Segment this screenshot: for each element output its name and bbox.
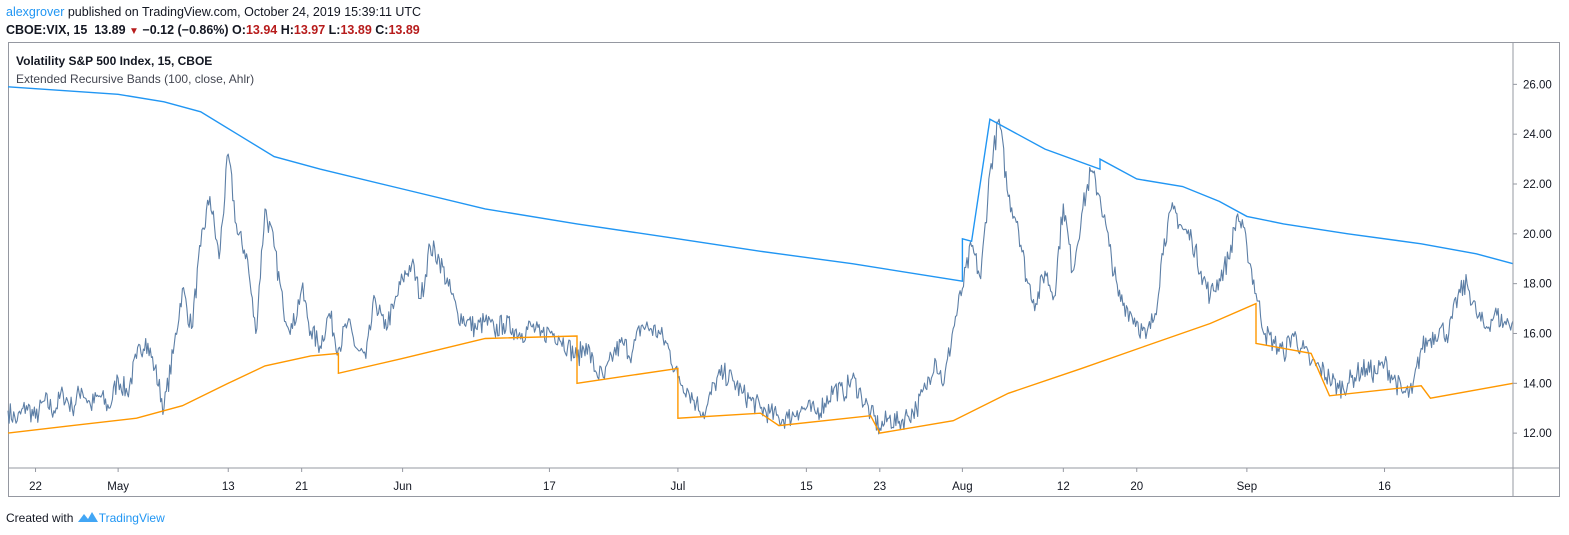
x-tick-label: 12 [1057, 481, 1070, 493]
x-tick-label: 23 [873, 481, 886, 493]
y-tick-label: 26.00 [1523, 79, 1552, 91]
y-tick-label: 16.00 [1523, 328, 1552, 340]
x-tick-label: 15 [800, 481, 813, 493]
chart-frame [8, 42, 1560, 497]
quote-line: CBOE:VIX, 15 13.89 ▼ −0.12 (−0.86%) O:13… [6, 23, 420, 37]
symbol: CBOE:VIX, 15 [6, 23, 88, 37]
price-line [7, 118, 1514, 435]
y-tick-label: 24.00 [1523, 129, 1552, 141]
x-tick-label: 20 [1130, 481, 1143, 493]
close-label: C: [375, 23, 389, 37]
x-tick-label: Aug [952, 481, 972, 493]
y-tick-label: 18.00 [1523, 279, 1552, 291]
y-tick-label: 14.00 [1523, 378, 1552, 390]
x-tick-label: May [107, 481, 129, 493]
x-tick-label: Jun [393, 481, 412, 493]
instrument-legend: Volatility S&P 500 Index, 15, CBOE [16, 54, 213, 68]
y-tick-label: 20.00 [1523, 229, 1552, 241]
author-name[interactable]: alexgrover [6, 5, 65, 19]
x-tick-label: 16 [1378, 481, 1391, 493]
x-tick-label: 13 [222, 481, 235, 493]
y-tick-label: 22.00 [1523, 179, 1552, 191]
high-label: H: [280, 23, 294, 37]
x-tick-label: Jul [671, 481, 686, 493]
down-arrow-icon: ▼ [129, 26, 139, 37]
tradingview-brand[interactable]: TradingView [98, 511, 165, 525]
x-tick-label: 22 [29, 481, 42, 493]
x-tick-label: 17 [543, 481, 556, 493]
low-label: L: [328, 23, 341, 37]
x-tick-label: 21 [295, 481, 308, 493]
y-tick-label: 12.00 [1523, 428, 1552, 440]
low-value: 13.89 [340, 23, 372, 37]
indicator-legend: Extended Recursive Bands (100, close, Ah… [16, 72, 255, 86]
open-value: 13.94 [245, 23, 278, 37]
close-value: 13.89 [388, 23, 420, 37]
last-price: 13.89 [94, 23, 126, 37]
lower-band-line [7, 302, 1514, 434]
footer: Created with TradingView [6, 511, 165, 525]
upper-band-line [7, 86, 1514, 283]
tradingview-logo-icon [77, 512, 98, 522]
x-tick-label: Sep [1237, 481, 1257, 493]
open-label: O: [232, 23, 246, 37]
created-with-label: Created with [6, 511, 74, 525]
price-change: −0.12 (−0.86%) [142, 23, 229, 37]
published-text: published on TradingView.com, October 24… [67, 5, 422, 19]
publish-line: alexgrover published on TradingView.com,… [6, 5, 421, 19]
high-value: 13.97 [293, 23, 326, 37]
